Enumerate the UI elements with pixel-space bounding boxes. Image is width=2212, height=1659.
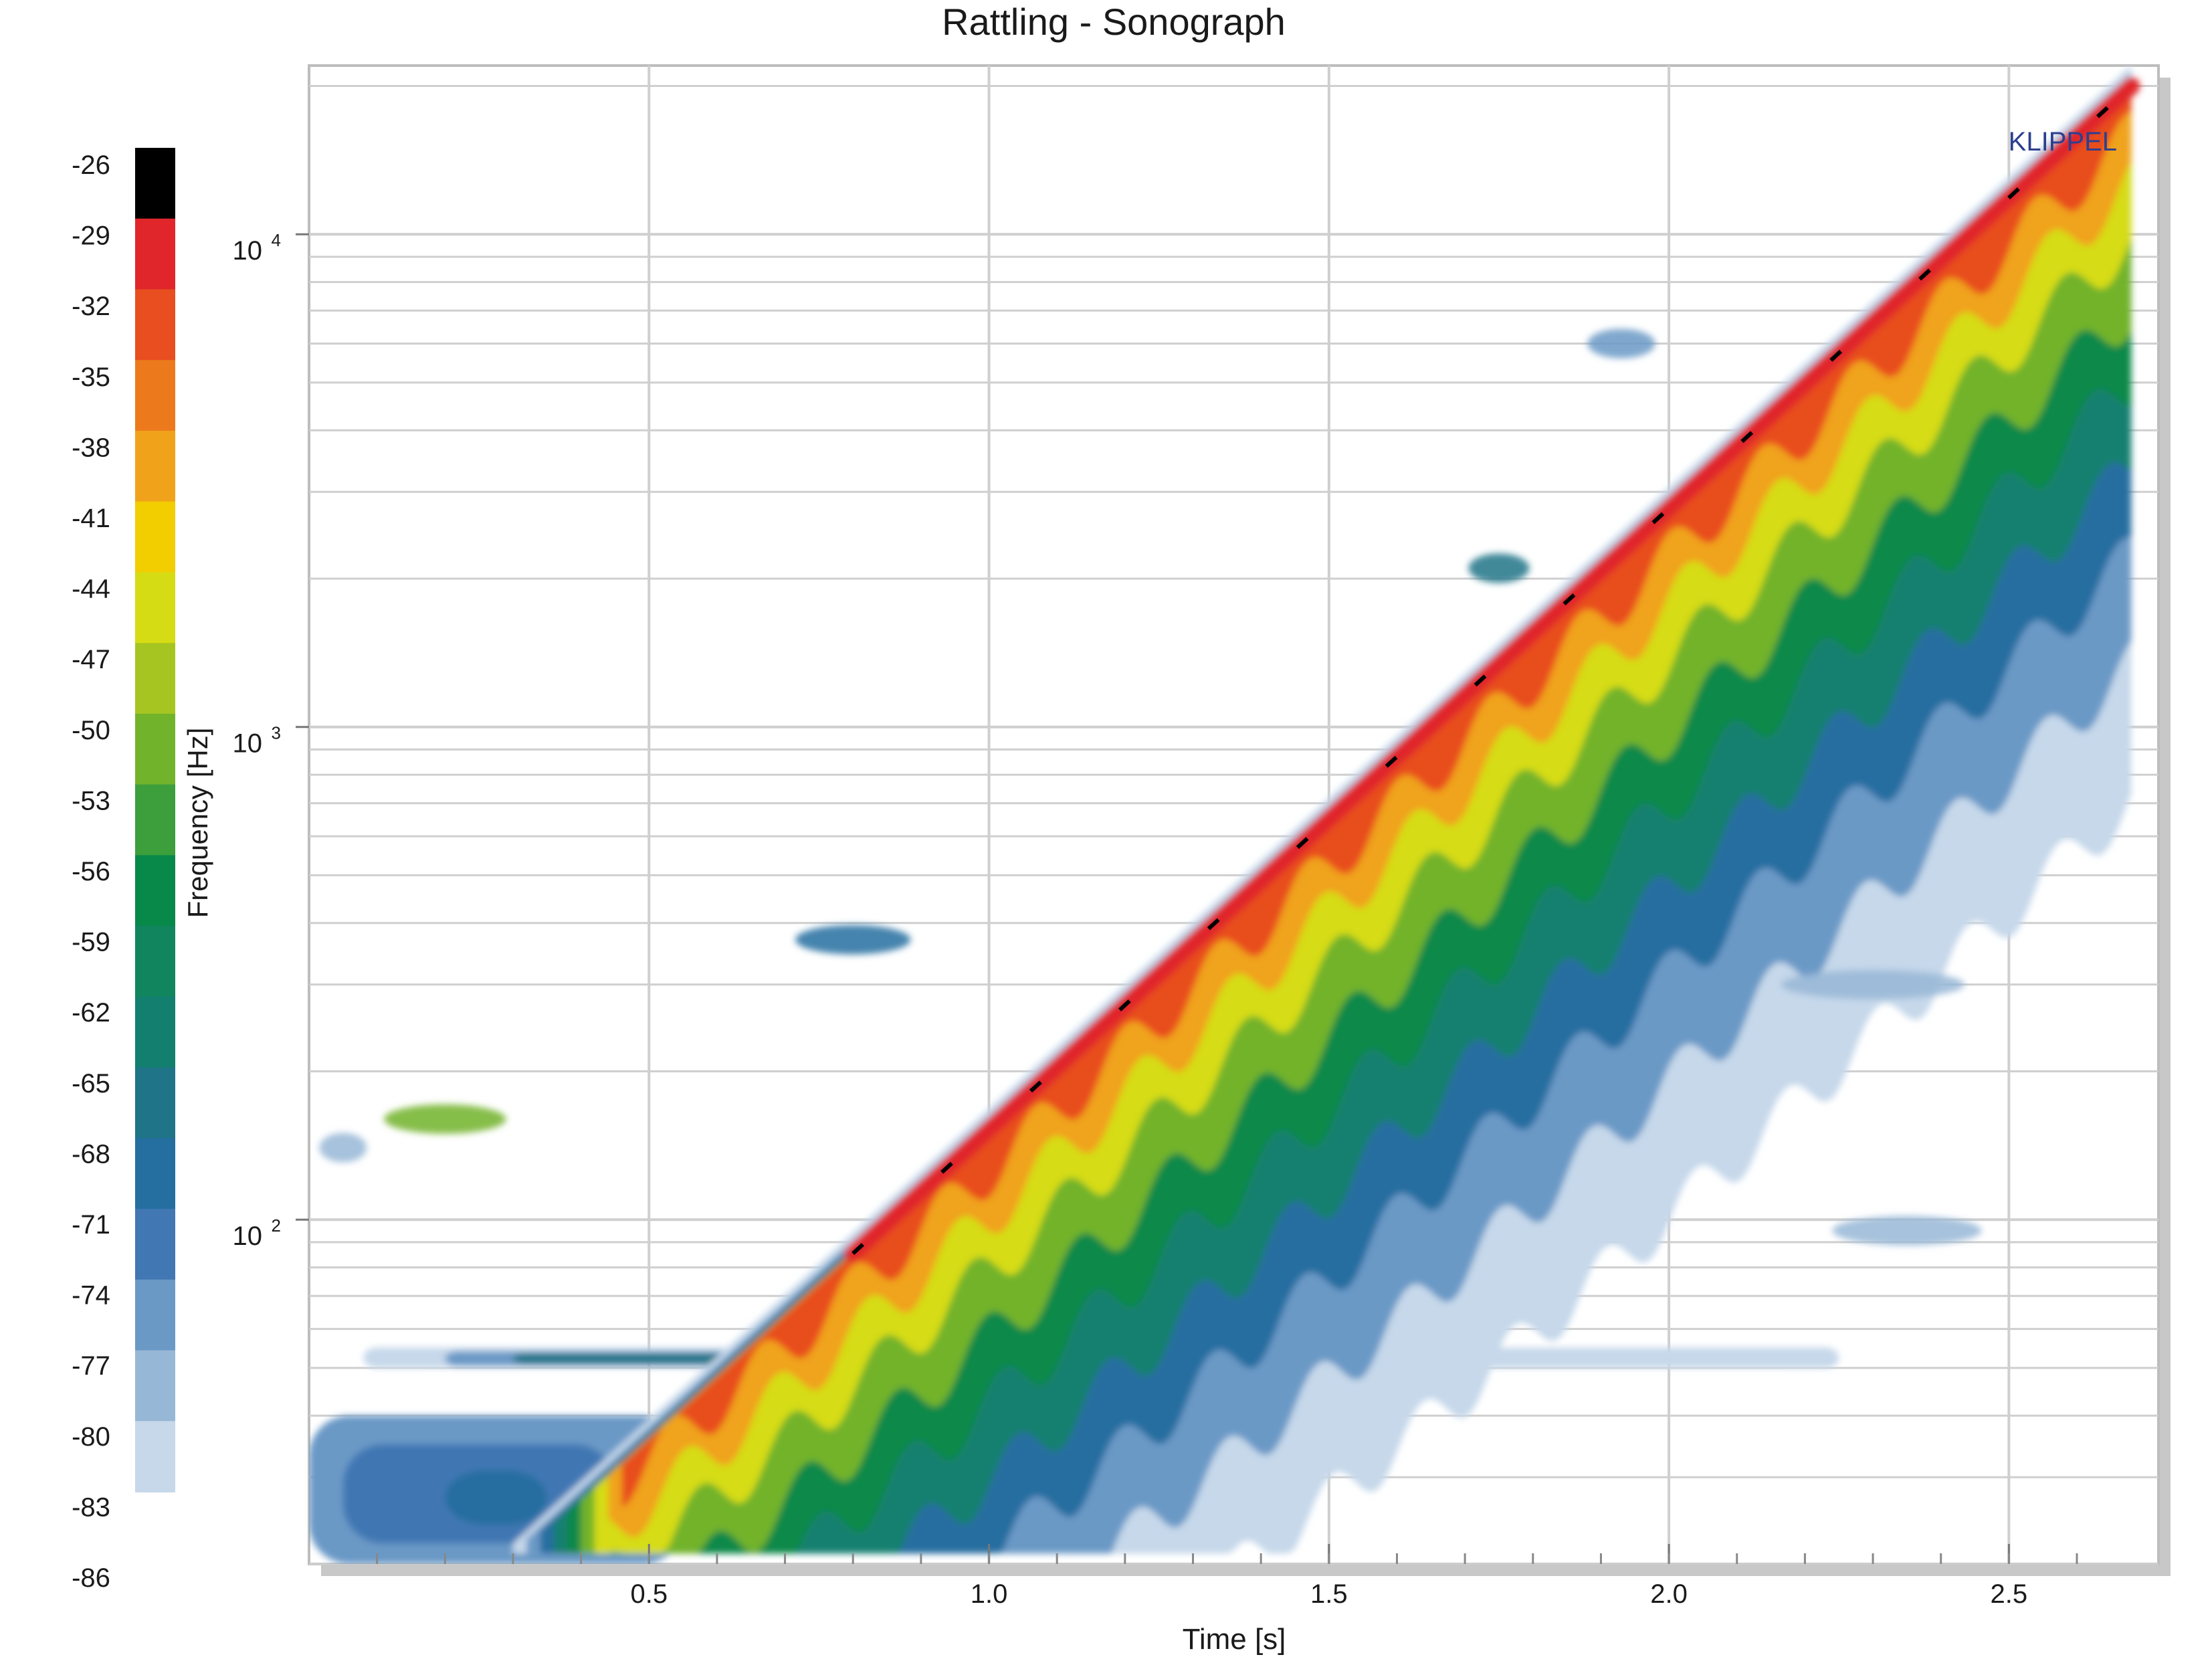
colorbar-swatch [135, 926, 175, 997]
colorbar-swatch [135, 1421, 175, 1492]
colorbar-swatch [135, 360, 175, 431]
rattle-blob [319, 1133, 367, 1163]
colorbar-label: -53 [72, 786, 110, 815]
colorbar-swatch [135, 501, 175, 573]
colorbar-swatch [135, 713, 175, 785]
colorbar-label: -83 [72, 1492, 110, 1522]
x-tick-label: 2.0 [1650, 1579, 1688, 1609]
fundamental-ridge [844, 77, 2140, 1262]
colorbar-swatch [135, 784, 175, 856]
y-tick-label: 10 [233, 236, 263, 266]
colorbar-swatch [135, 289, 175, 361]
rattle-blob [1781, 969, 1965, 999]
colorbar-label: -38 [72, 433, 110, 462]
rattle-blob [1832, 1215, 1982, 1246]
x-tick-label: 1.0 [971, 1579, 1008, 1609]
colorbar-label: -44 [72, 575, 110, 604]
colorbar-label: -29 [72, 221, 110, 251]
colorbar-label: -47 [72, 645, 110, 674]
colorbar-label: -62 [72, 998, 110, 1028]
colorbar-swatch [135, 1279, 175, 1351]
colorbar-swatch [135, 218, 175, 290]
colorbar-label: -26 [72, 151, 110, 180]
colorbar-swatch [135, 148, 175, 219]
colorbar: -26 -29 -32 -35 -38 -41 -44 -47 -50 -53 -56 -59 -62 -… [72, 148, 175, 1593]
colorbar-label: -50 [72, 716, 110, 745]
y-axis-label: Frequency [Hz] [182, 728, 213, 918]
colorbar-swatch [135, 643, 175, 714]
colorbar-swatch [135, 572, 175, 644]
harmonic-band [513, 66, 2132, 1554]
y-tick-exponent: 4 [272, 230, 281, 250]
rattle-blob [1587, 328, 1655, 359]
noise-blob [445, 1470, 547, 1525]
rattle-blob [795, 924, 911, 955]
colorbar-label: -68 [72, 1139, 110, 1169]
chart-title: Rattling - Sonograph [942, 1, 1286, 43]
colorbar-label: -74 [72, 1281, 110, 1310]
y-tick-label: 10 [233, 729, 263, 759]
colorbar-swatch [135, 1209, 175, 1280]
rattle-blob [1468, 553, 1530, 583]
colorbar-label: -80 [72, 1422, 110, 1452]
y-axis-ticks: 10 2 10 3 10 4 [233, 230, 309, 1251]
colorbar-label: -77 [72, 1351, 110, 1381]
colorbar-swatch [135, 996, 175, 1068]
colorbar-swatch [135, 1138, 175, 1210]
y-tick-label: 10 [233, 1222, 263, 1251]
colorbar-swatch [135, 430, 175, 502]
colorbar-label: -35 [72, 363, 110, 392]
x-tick-label: 1.5 [1310, 1579, 1348, 1609]
x-tick-label: 2.5 [1991, 1579, 2028, 1609]
colorbar-label: -65 [72, 1069, 110, 1098]
colorbar-label: -41 [72, 504, 110, 533]
x-axis-ticks: 0.5 1.0 1.5 2.0 2.5 [376, 1544, 2078, 1609]
y-tick-exponent: 2 [272, 1215, 281, 1236]
colorbar-label: -86 [72, 1563, 110, 1593]
x-tick-label: 0.5 [630, 1579, 668, 1609]
colorbar-swatch [135, 1350, 175, 1422]
heatmap-body [309, 66, 2140, 1564]
colorbar-swatch [135, 855, 175, 927]
y-tick-exponent: 3 [272, 723, 281, 743]
colorbar-label: -56 [72, 857, 110, 886]
colorbar-label: -71 [72, 1210, 110, 1240]
colorbar-label: -32 [72, 292, 110, 321]
watermark: KLIPPEL [2009, 127, 2117, 157]
colorbar-swatch [135, 1067, 175, 1139]
x-axis-label: Time [s] [1183, 1623, 1286, 1656]
sonograph-heatmap [309, 66, 2140, 1564]
rattle-blob [383, 1104, 506, 1134]
colorbar-label: -59 [72, 928, 110, 957]
